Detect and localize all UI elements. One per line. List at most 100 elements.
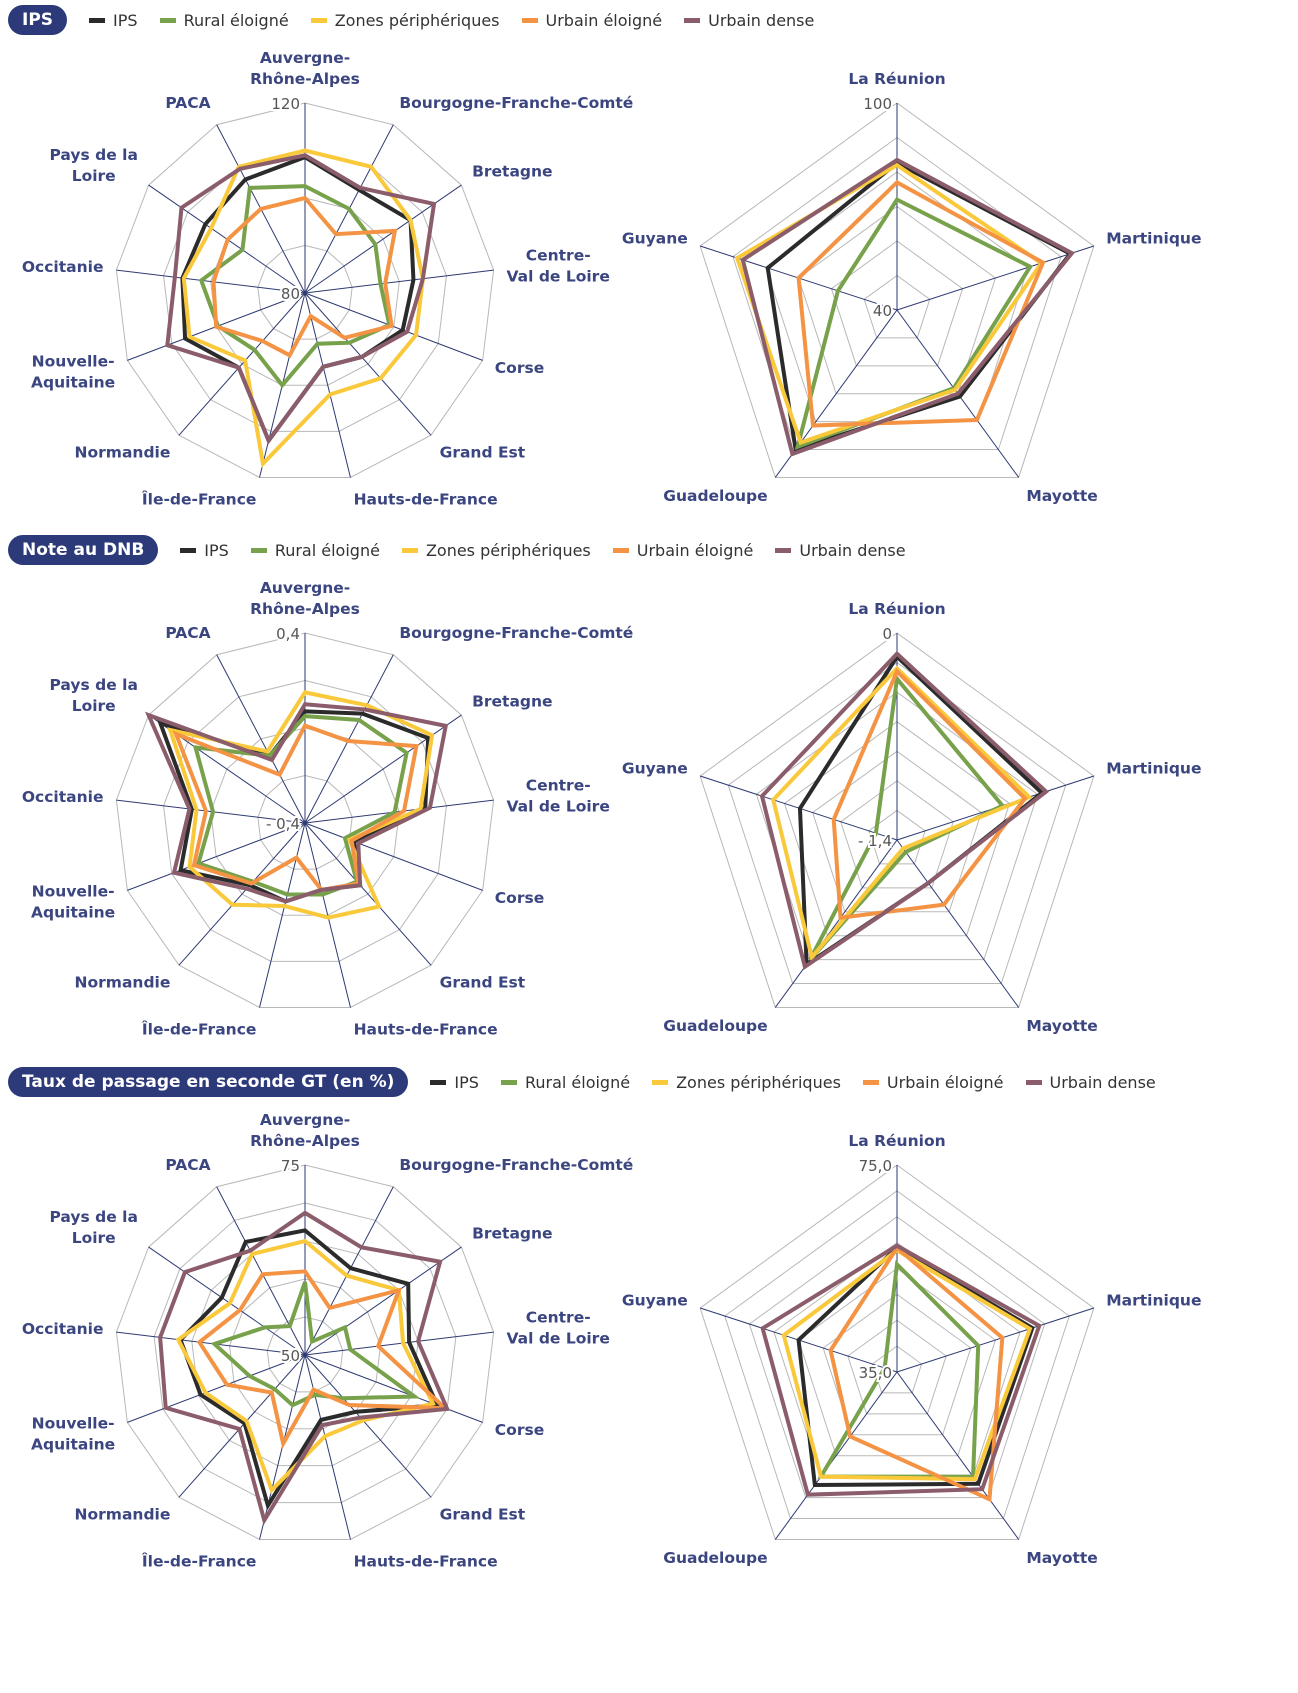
category-label: Grand Est [439, 443, 526, 462]
chart: 50 75 35,0 75,0 [115, 1155, 1095, 1540]
legend-item: Urbain éloigné [862, 1073, 1004, 1092]
legend-item: Urbain éloigné [521, 11, 662, 30]
category-label: Centre- Val de Loire [506, 1307, 610, 1347]
grid-ring [797, 205, 997, 395]
series-line [828, 1244, 1005, 1503]
legend-swatch [775, 547, 792, 553]
grid-ring [863, 274, 931, 339]
axis-line [116, 799, 306, 824]
tick-label: 50 [281, 1347, 300, 1365]
series-line [211, 195, 398, 358]
legend-swatch [612, 547, 629, 553]
category-label: Île-de-France [141, 1020, 257, 1039]
legend-item: Zones périphériques [310, 10, 500, 30]
tick-label: 0 [882, 625, 892, 643]
grid-ring [748, 1216, 1046, 1499]
series-line [144, 702, 449, 904]
axis-line [304, 1354, 483, 1423]
axis-line [774, 839, 898, 1008]
axis-line [304, 822, 483, 891]
category-label: Nouvelle- Aquitaine [31, 352, 116, 392]
category-label: Guadeloupe [663, 1016, 768, 1035]
grid-ring [699, 1164, 1095, 1540]
axis-line [304, 1246, 462, 1356]
category-label: La Réunion [848, 600, 946, 618]
category-label: Grand Est [439, 1505, 526, 1524]
series-line [740, 157, 1075, 457]
category-label: Normandie [74, 973, 171, 992]
tick-label: - 1,4 [858, 832, 892, 850]
axis-line [304, 292, 432, 436]
chart: - 0,4 0,4 - 1,4 0 [115, 623, 1095, 1008]
series-line [781, 1247, 1033, 1482]
series-line [796, 179, 1046, 428]
legend-label: Zones périphériques [334, 10, 500, 30]
category-label: Bourgogne-Franche-Comté [399, 624, 634, 643]
axis-line [304, 292, 351, 478]
category-label: Occitanie [21, 257, 104, 276]
grid-ring [266, 1316, 344, 1393]
series-line [198, 184, 392, 389]
category-label: Bretagne [472, 162, 553, 181]
chart-title: IPS [8, 5, 68, 35]
legend-swatch [180, 547, 197, 553]
legend-label: IPS [454, 1072, 479, 1092]
legend-label: Urbain éloigné [636, 540, 754, 560]
grid-ring [840, 780, 954, 889]
legend-swatch [89, 17, 106, 23]
category-label: Guadeloupe [663, 486, 768, 505]
axis-line [774, 1371, 898, 1540]
legend-item: Zones périphériques [652, 1073, 841, 1092]
axis-line [127, 822, 306, 891]
legend-swatch [862, 1079, 879, 1085]
axis-line [178, 1354, 306, 1498]
grid-ring [210, 727, 400, 916]
category-label: Bretagne [472, 1224, 553, 1243]
axis-line [304, 1354, 351, 1540]
series-line [196, 1269, 451, 1450]
grid-ring [724, 1190, 1070, 1520]
legend-label: Zones périphériques [425, 540, 591, 560]
legend-item: IPS [89, 11, 138, 30]
header: Note au DNB IPS Rural éloigné Zones périphé… [8, 535, 906, 565]
tick-label: 80 [281, 285, 300, 303]
grid-ring [115, 632, 495, 1008]
category-label: Hauts-de-France [353, 490, 498, 509]
grid-ring [699, 102, 1095, 478]
legend-swatch [1025, 1079, 1042, 1085]
chart-title: Note au DNB [8, 535, 159, 565]
category-label: Auvergne- Rhône-Alpes [250, 49, 360, 88]
legend-label: Urbain dense [708, 10, 815, 30]
category-label: Nouvelle- Aquitaine [31, 882, 116, 922]
category-label: Normandie [74, 443, 171, 462]
category-label: Auvergne- Rhône-Alpes [250, 1111, 360, 1150]
series-line [210, 1281, 421, 1408]
grid-ring [115, 1164, 495, 1540]
category-label: Bourgogne-Franche-Comté [399, 94, 634, 113]
category-label: PACA [165, 94, 211, 113]
series-line [808, 674, 1006, 961]
chart-title: Taux de passage en seconde GT (en %) [8, 1067, 409, 1097]
series-line [759, 650, 1050, 971]
series-line [771, 665, 1033, 962]
legend-label: Rural éloigné [524, 1072, 631, 1092]
category-label: Guyane [621, 759, 688, 778]
axis-line [896, 839, 1020, 1008]
grid-ring [699, 632, 1095, 1008]
legend-label: Urbain dense [799, 540, 906, 560]
axis-line [304, 292, 483, 361]
category-label: La Réunion [848, 70, 946, 88]
legend-swatch [521, 17, 538, 23]
axis-line [116, 1331, 306, 1356]
category-label: Pays de la Loire [49, 1207, 138, 1247]
tick-label: 75 [281, 1157, 300, 1175]
legend-swatch [401, 547, 418, 553]
axis-line [304, 654, 394, 824]
series-line [831, 667, 1028, 921]
category-label: Hauts-de-France [353, 1020, 498, 1039]
legend-swatch [430, 1079, 447, 1085]
category-label: Guadeloupe [663, 1548, 768, 1567]
tick-label: 40 [873, 302, 892, 320]
category-label: Occitanie [21, 1319, 104, 1338]
